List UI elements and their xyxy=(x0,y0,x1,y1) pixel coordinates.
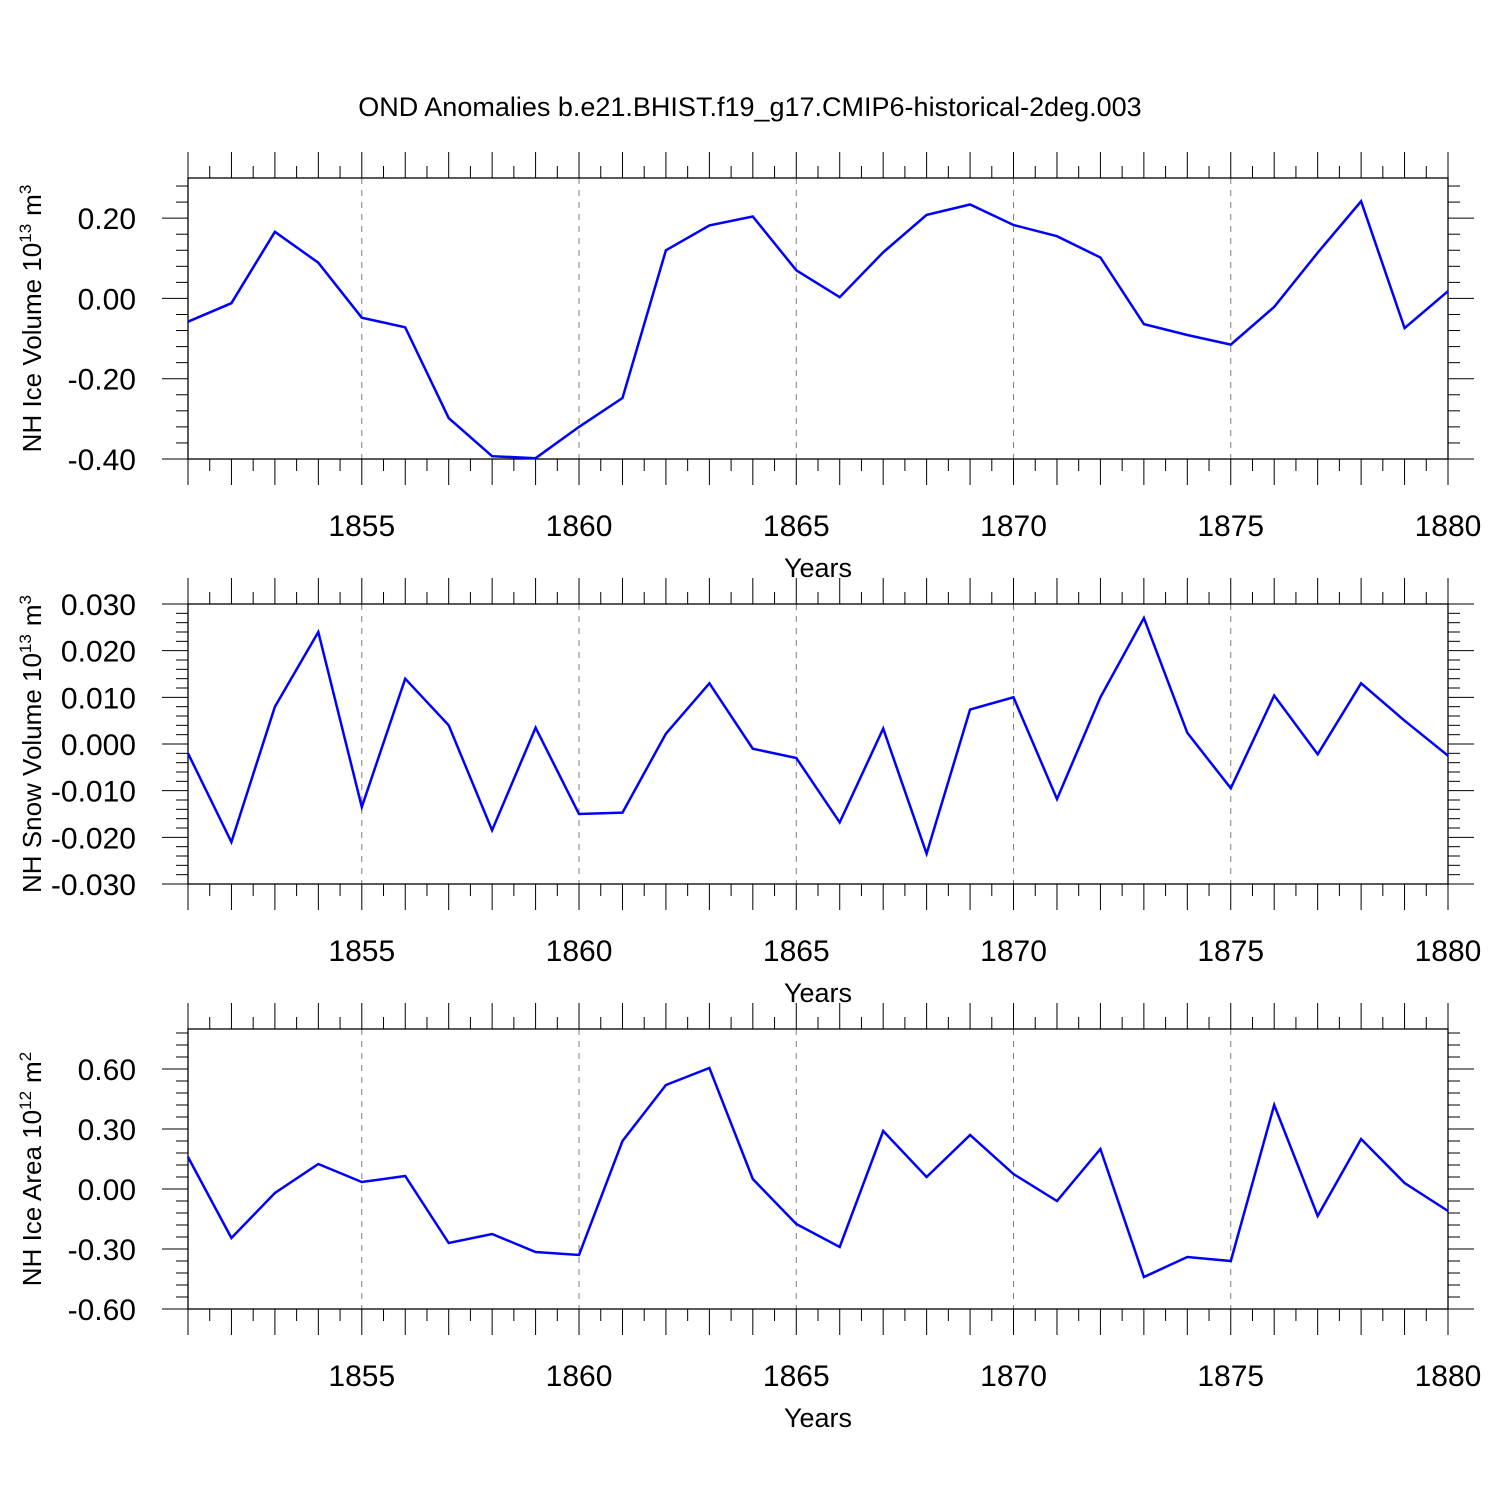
x-tick-label: 1860 xyxy=(546,1360,613,1393)
y-axis-label-exponent: 12 xyxy=(16,1091,35,1110)
y-tick-label: -0.020 xyxy=(51,822,136,855)
y-axis-label-exponent: 13 xyxy=(16,224,35,243)
y-axis-label-main: NH Snow Volume 10 xyxy=(17,653,47,893)
y-axis-label: NH Snow Volume 1013 m3 xyxy=(16,595,47,893)
x-tick-label: 1855 xyxy=(328,510,395,543)
y-axis-label: NH Ice Volume 1013 m3 xyxy=(16,185,47,453)
x-tick-label: 1870 xyxy=(980,1360,1047,1393)
y-axis-label-unit: m xyxy=(17,194,47,216)
y-tick-label: 0.20 xyxy=(78,203,136,236)
x-tick-label: 1880 xyxy=(1415,935,1482,968)
y-tick-label: -0.010 xyxy=(51,776,136,809)
panels: -0.40 -0.20 0.00 0.20 1855 1860 1865 1870 1875 18… xyxy=(16,152,1481,1433)
y-axis-label-unit: m xyxy=(17,604,47,626)
y-tick-label: 0.00 xyxy=(78,283,136,316)
x-axis-label: Years xyxy=(784,1403,852,1433)
series-line xyxy=(187,198,1449,460)
x-tick-label: 1855 xyxy=(328,935,395,968)
series-line xyxy=(186,1066,1449,1279)
x-tick-label: 1860 xyxy=(546,510,613,543)
x-tick-label: 1860 xyxy=(546,935,613,968)
y-tick-label: 0.000 xyxy=(61,729,136,762)
panel-2: -0.030 -0.020 -0.010 0.000 0.010 0.020 0.030 18… xyxy=(16,578,1481,1008)
y-tick-label: -0.30 xyxy=(68,1234,136,1267)
x-tick-label: 1875 xyxy=(1197,935,1264,968)
y-tick-label: 0.60 xyxy=(78,1054,136,1087)
panel-1: -0.40 -0.20 0.00 0.20 1855 1860 1865 1870 1875 18… xyxy=(16,152,1481,583)
x-tick-label: 1865 xyxy=(763,935,830,968)
x-tick-label: 1875 xyxy=(1197,510,1264,543)
y-tick-label: -0.030 xyxy=(51,869,136,902)
y-axis-label-exponent: 13 xyxy=(16,634,35,653)
x-tick-label: 1865 xyxy=(763,510,830,543)
x-tick-label: 1855 xyxy=(328,1360,395,1393)
y-tick-label: 0.30 xyxy=(78,1114,136,1147)
y-axis-label-unit-exponent: 2 xyxy=(16,1052,35,1061)
x-axis-label: Years xyxy=(784,978,852,1008)
figure-title: OND Anomalies b.e21.BHIST.f19_g17.CMIP6-… xyxy=(358,92,1141,122)
x-axis-label: Years xyxy=(784,553,852,583)
y-axis-label-unit-exponent: 3 xyxy=(16,185,35,194)
x-tick-label: 1880 xyxy=(1415,510,1482,543)
y-axis-label-unit-exponent: 3 xyxy=(16,595,35,604)
series-line xyxy=(186,615,1449,858)
y-axis-label-main: NH Ice Area 10 xyxy=(17,1110,47,1286)
y-tick-label: -0.40 xyxy=(68,444,136,477)
y-tick-label: -0.20 xyxy=(68,364,136,397)
y-tick-label: -0.60 xyxy=(68,1294,136,1327)
x-tick-label: 1865 xyxy=(763,1360,830,1393)
y-axis-label-unit: m xyxy=(17,1061,47,1083)
y-tick-label: 0.030 xyxy=(61,589,136,622)
y-tick-label: 0.00 xyxy=(78,1174,136,1207)
x-tick-label: 1870 xyxy=(980,935,1047,968)
x-tick-label: 1870 xyxy=(980,510,1047,543)
y-axis-label: NH Ice Area 1012 m2 xyxy=(16,1052,47,1286)
x-tick-label: 1875 xyxy=(1197,1360,1264,1393)
y-axis-label-main: NH Ice Volume 10 xyxy=(17,243,47,453)
y-tick-label: 0.010 xyxy=(61,682,136,715)
panel-3: -0.60 -0.30 0.00 0.30 0.60 1855 1860 1865 1870 18… xyxy=(16,1003,1481,1433)
x-tick-label: 1880 xyxy=(1415,1360,1482,1393)
y-tick-label: 0.020 xyxy=(61,636,136,669)
